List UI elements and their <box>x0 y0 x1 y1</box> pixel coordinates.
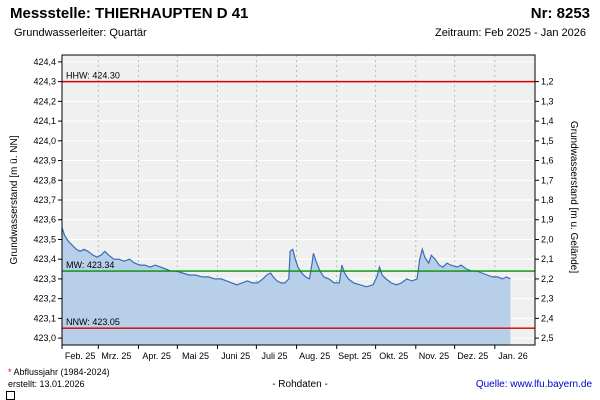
aquifer-label: Grundwasserleiter: Quartär <box>14 27 147 39</box>
created-date: erstellt: 13.01.2026 <box>8 379 85 389</box>
left-tick-label: 424,3 <box>33 77 56 87</box>
x-tick-label: Okt. 25 <box>379 351 408 361</box>
x-tick-label: Mai 25 <box>182 351 209 361</box>
left-tick-label: 424,2 <box>33 96 56 106</box>
page-title: Messstelle: THIERHAUPTEN D 41 <box>10 5 249 22</box>
groundwater-area <box>62 227 511 345</box>
left-tick-label: 423,5 <box>33 234 56 244</box>
footnote-asterisk: * <box>8 367 12 377</box>
period-label: Zeitraum: Feb 2025 - Jan 2026 <box>434 27 586 39</box>
left-tick-label: 423,7 <box>33 195 56 205</box>
hhw-label: HHW: 424.30 <box>66 71 120 81</box>
right-tick-label: 1,3 <box>541 96 554 106</box>
x-tick-label: Aug. 25 <box>299 351 330 361</box>
right-tick-label: 2,2 <box>541 274 554 284</box>
mw-label: MW: 423.34 <box>66 260 114 270</box>
left-tick-label: 423,9 <box>33 156 56 166</box>
right-tick-label: 1,6 <box>541 156 554 166</box>
right-tick-label: 2,5 <box>541 333 554 343</box>
left-tick-label: 423,1 <box>33 313 56 323</box>
x-tick-label: Sept. 25 <box>338 351 372 361</box>
left-tick-label: 423,8 <box>33 175 56 185</box>
source-link[interactable]: Quelle: www.lfu.bayern.de <box>475 379 592 390</box>
right-tick-label: 2,3 <box>541 294 554 304</box>
nnw-label: NNW: 423.05 <box>66 317 120 327</box>
groundwater-line <box>61 227 511 288</box>
x-tick-label: Dez. 25 <box>457 351 488 361</box>
right-tick-label: 1,2 <box>541 77 554 87</box>
right-tick-label: 1,4 <box>541 116 554 126</box>
right-tick-label: 1,7 <box>541 175 554 185</box>
x-tick-label: Feb. 25 <box>65 351 96 361</box>
x-tick-label: Juli 25 <box>262 351 288 361</box>
station-number: Nr: 8253 <box>530 5 590 22</box>
right-tick-label: 1,5 <box>541 136 554 146</box>
left-tick-label: 423,0 <box>33 333 56 343</box>
right-tick-label: 2,4 <box>541 313 554 323</box>
left-tick-label: 423,3 <box>33 274 56 284</box>
right-tick-label: 2,1 <box>541 254 554 264</box>
y-axis-title-right: Grundwasserstand [m u. Gelände] <box>568 120 579 274</box>
footnote-text: Abflussjahr (1984-2024) <box>11 367 110 377</box>
left-tick-label: 424,4 <box>33 57 56 67</box>
x-tick-label: Apr. 25 <box>142 351 171 361</box>
left-tick-label: 423,2 <box>33 294 56 304</box>
right-tick-label: 2,0 <box>541 234 554 244</box>
y-axis-title-left: Grundwasserstand [m ü. NN] <box>9 135 20 265</box>
left-tick-label: 424,0 <box>33 136 56 146</box>
corner-mark <box>6 391 15 400</box>
x-tick-label: Mrz. 25 <box>101 351 131 361</box>
left-tick-label: 423,4 <box>33 254 56 264</box>
right-tick-label: 1,8 <box>541 195 554 205</box>
x-tick-label: Jan. 26 <box>498 351 528 361</box>
x-tick-label: Nov. 25 <box>419 351 449 361</box>
footnote: * Abflussjahr (1984-2024) <box>8 367 110 377</box>
data-type-label: - Rohdaten - <box>272 379 328 390</box>
right-tick-label: 1,9 <box>541 215 554 225</box>
left-tick-label: 423,6 <box>33 215 56 225</box>
x-tick-label: Juni 25 <box>221 351 250 361</box>
left-tick-label: 424,1 <box>33 116 56 126</box>
